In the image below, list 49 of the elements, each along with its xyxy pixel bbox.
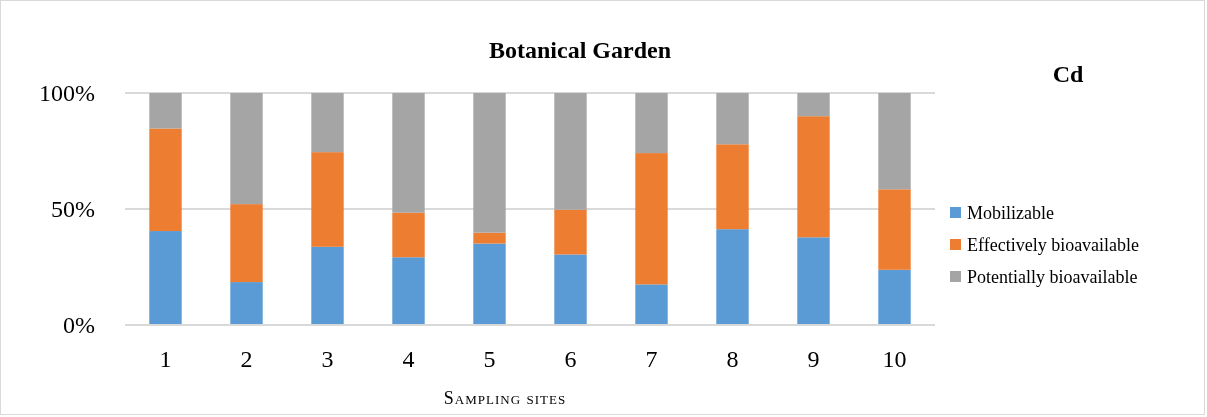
- bar: [635, 93, 668, 154]
- chart-title: Botanical Garden: [488, 37, 672, 63]
- bar: [392, 93, 425, 213]
- bar: [392, 257, 425, 325]
- bar: [473, 93, 506, 233]
- bar: [635, 284, 668, 325]
- bar: [149, 128, 182, 232]
- bar: [635, 153, 668, 285]
- bar: [473, 243, 506, 325]
- x-tick-label: 5: [483, 346, 496, 372]
- bar: [311, 93, 344, 153]
- x-tick-label: 1: [159, 346, 172, 372]
- bar: [311, 152, 344, 247]
- bar: [716, 229, 749, 325]
- x-tick-label: 7: [645, 346, 658, 372]
- bar: [554, 209, 587, 255]
- bar: [230, 93, 263, 205]
- x-tick-label: 9: [807, 346, 820, 372]
- bar: [473, 232, 506, 244]
- bar: [149, 231, 182, 325]
- x-tick-label: 8: [726, 346, 739, 372]
- x-axis-title: Sampling sites: [443, 388, 567, 408]
- y-tick-label: 50%: [51, 196, 95, 223]
- bar: [797, 116, 830, 238]
- bar: [230, 282, 263, 325]
- legend-label: Mobilizable: [967, 203, 1054, 224]
- y-tick-label: 0%: [63, 312, 95, 339]
- y-tick-label: 100%: [39, 80, 95, 107]
- bar: [878, 93, 911, 190]
- bar: [554, 93, 587, 210]
- x-tick-label: 2: [240, 346, 253, 372]
- x-tick-label: 4: [402, 346, 415, 372]
- legend-label: Effectively bioavailable: [967, 235, 1140, 256]
- bar: [797, 93, 830, 117]
- x-tick-label: 10: [882, 346, 907, 372]
- bar: [311, 246, 344, 325]
- bar: [149, 93, 182, 129]
- bar: [716, 93, 749, 145]
- bar: [554, 254, 587, 325]
- x-tick-label: 3: [321, 346, 334, 372]
- bar: [797, 237, 830, 325]
- bar: [392, 212, 425, 258]
- x-tick-label: 6: [564, 346, 577, 372]
- bar: [716, 144, 749, 230]
- text: Cd: [1052, 61, 1084, 87]
- legend-label: Potentially bioavailable: [967, 267, 1138, 288]
- bar: [878, 269, 911, 325]
- bar: [230, 204, 263, 283]
- bar: [878, 189, 911, 270]
